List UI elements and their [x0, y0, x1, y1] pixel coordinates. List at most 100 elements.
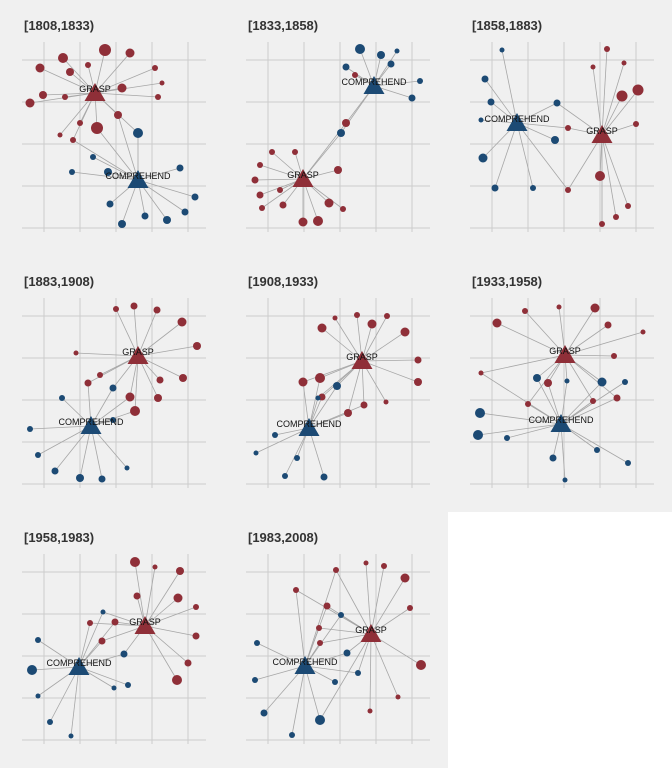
network-node-grasp: [113, 306, 119, 312]
network-node-grasp: [556, 304, 562, 310]
nodes: [25, 44, 199, 228]
network-node-grasp: [179, 374, 187, 382]
network-edge: [295, 589, 306, 667]
network-edge: [39, 67, 96, 94]
network-node-comprehend: [141, 212, 149, 220]
network-node-grasp: [367, 319, 377, 329]
network-node-grasp: [77, 120, 83, 126]
network-node-grasp: [333, 567, 339, 573]
panel-1808-1833: GRASP COMPREHEND [1808,1833): [0, 0, 224, 256]
network-node-comprehend: [51, 467, 59, 475]
network-edge: [304, 665, 359, 674]
gridlines: [22, 298, 206, 488]
network-node-comprehend: [473, 430, 483, 440]
network-edge: [516, 122, 534, 189]
network-node-comprehend: [622, 379, 628, 385]
network-node-grasp: [257, 162, 263, 168]
network-node-grasp: [156, 376, 164, 384]
network-node-comprehend: [597, 377, 607, 387]
network-node-comprehend: [76, 474, 84, 482]
network-node-comprehend: [564, 378, 570, 384]
network-plot: GRASP COMPREHEND: [246, 298, 430, 488]
edges: [254, 562, 422, 736]
network-edge: [291, 665, 306, 736]
network-edge: [256, 642, 306, 667]
hub-label-grasp: GRASP: [346, 352, 378, 362]
network-node-grasp: [317, 640, 323, 646]
nodes: [252, 560, 426, 738]
network-node-grasp: [407, 605, 413, 611]
network-edge: [137, 321, 183, 357]
network-edge: [134, 355, 139, 412]
network-edge: [72, 139, 139, 181]
network-plot: GRASP COMPREHEND: [22, 554, 206, 744]
network-edge: [601, 134, 629, 207]
network-edge: [62, 57, 96, 94]
network-node-grasp: [192, 632, 200, 640]
network-node-comprehend: [35, 693, 41, 699]
network-edge: [94, 82, 163, 94]
network-edge: [524, 310, 566, 356]
network-edge: [117, 114, 139, 181]
network-edge: [90, 396, 131, 427]
network-node-grasp: [565, 187, 571, 193]
network-node-comprehend: [163, 216, 171, 224]
network-node-comprehend: [106, 200, 114, 208]
network-node-grasp: [324, 198, 334, 208]
network-node-comprehend: [254, 640, 260, 646]
network-node-grasp: [117, 83, 127, 93]
network-node-grasp: [525, 401, 531, 407]
network-edge: [592, 66, 603, 136]
network-edge: [304, 614, 342, 667]
network-edge: [308, 412, 349, 429]
network-edge: [308, 377, 321, 429]
network-node-comprehend: [551, 136, 559, 144]
network-node-grasp: [70, 137, 76, 143]
network-node-grasp: [87, 620, 93, 626]
panel-1858-1883: COMPREHEND GRASP [1858,1883): [448, 0, 672, 256]
network-node-comprehend: [530, 185, 536, 191]
network-node-grasp: [313, 216, 323, 226]
network-edge: [321, 327, 363, 362]
network-node-comprehend: [272, 432, 278, 438]
network-node-comprehend: [124, 465, 130, 471]
network-node-grasp: [98, 637, 106, 645]
network-node-grasp: [66, 68, 74, 76]
network-node-comprehend: [342, 63, 350, 71]
network-node-comprehend: [394, 48, 400, 54]
nodes: [27, 302, 201, 483]
network-node-comprehend: [69, 169, 75, 175]
network-node-comprehend: [332, 679, 338, 685]
network-edge: [89, 622, 146, 627]
network-node-grasp: [416, 660, 426, 670]
edges: [255, 314, 419, 478]
network-edge: [302, 132, 342, 180]
network-node-grasp: [62, 94, 68, 100]
network-edge: [601, 89, 639, 136]
network-edge: [78, 653, 125, 668]
network-edge: [304, 652, 348, 667]
network-plot: COMPREHEND GRASP: [470, 42, 654, 232]
network-edge: [319, 633, 372, 644]
network-node-grasp: [590, 398, 596, 404]
hub-label-grasp: GRASP: [122, 347, 154, 357]
network-node-comprehend: [594, 447, 600, 453]
hub-node-comprehend: [68, 657, 90, 675]
panel-1983-2008: GRASP COMPREHEND [1983,2008): [224, 512, 448, 768]
network-edge: [78, 640, 103, 668]
network-edge: [318, 627, 372, 635]
hub-node-comprehend: [294, 656, 316, 674]
hub-label-grasp: GRASP: [129, 617, 161, 627]
hub-label-grasp: GRASP: [287, 170, 319, 180]
network-node-comprehend: [562, 477, 568, 483]
network-edge: [79, 425, 92, 479]
network-edge: [334, 317, 363, 362]
gridlines: [470, 42, 654, 232]
network-node-grasp: [251, 176, 259, 184]
network-node-grasp: [604, 46, 610, 52]
network-edge: [137, 179, 196, 198]
network-node-grasp: [125, 392, 135, 402]
network-edge: [370, 577, 406, 635]
network-node-comprehend: [27, 665, 37, 675]
network-edge: [137, 345, 198, 357]
